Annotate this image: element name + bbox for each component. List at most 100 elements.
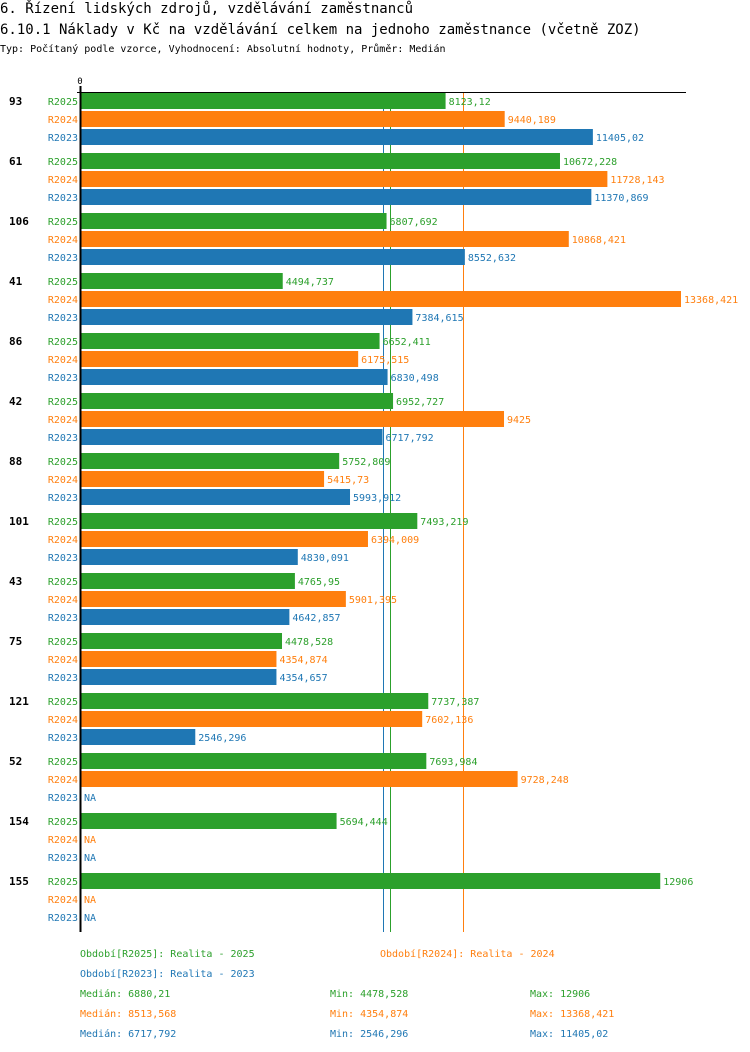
data-label: 7737,387 [431, 697, 479, 708]
data-label: 4830,091 [301, 553, 349, 564]
category-label: 41 [9, 275, 23, 288]
bar-r2025 [81, 813, 337, 829]
bar-r2023 [81, 489, 351, 505]
data-label: 9440,189 [508, 115, 556, 126]
section-title: 6. Řízení lidských zdrojů, vzdělávání za… [0, 1, 414, 17]
series-label: R2024 [48, 415, 78, 426]
data-label: 10672,228 [563, 157, 617, 168]
x-tick-label: 0 [77, 77, 82, 87]
bar-r2024 [81, 771, 518, 787]
data-label: 6807,692 [390, 217, 438, 228]
data-label: 7493,219 [420, 517, 468, 528]
series-label: R2025 [48, 577, 78, 588]
category-group: 106 R2025 6807,692 R2024 10868,421 R2023 8552,… [9, 213, 626, 265]
bar-r2025 [81, 453, 340, 469]
category-group: 43 R2025 4765,95 R2024 5901,395 R2023 4642,857 [9, 573, 397, 625]
series-label: R2024 [48, 835, 78, 846]
data-label: NA [84, 793, 96, 804]
data-label: 5415,73 [327, 475, 369, 486]
bar-r2023 [81, 609, 290, 625]
bar-r2025 [81, 573, 295, 589]
series-label: R2024 [48, 535, 78, 546]
legend-r2023: Období[R2023]: Realita - 2023 [80, 969, 255, 980]
data-label: 5694,444 [340, 817, 388, 828]
bar-r2025 [81, 693, 429, 709]
series-label: R2024 [48, 595, 78, 606]
data-label: 11728,143 [610, 175, 664, 186]
series-label: R2024 [48, 355, 78, 366]
bar-r2025 [81, 873, 661, 889]
series-label: R2025 [48, 517, 78, 528]
data-label: 7693,984 [429, 757, 477, 768]
data-label: NA [84, 913, 96, 924]
series-label: R2023 [48, 313, 78, 324]
bar-r2024 [81, 591, 346, 607]
category-label: 121 [9, 695, 29, 708]
category-group: 61 R2025 10672,228 R2024 11728,143 R2023 11370… [9, 153, 665, 205]
bar-r2024 [81, 291, 681, 307]
bar-r2023 [81, 729, 196, 745]
category-group: 101 R2025 7493,219 R2024 6394,009 R2023 4830,0… [9, 513, 468, 565]
series-label: R2025 [48, 97, 78, 108]
median-r2025: Medián: 6880,21 [80, 989, 171, 1000]
data-label: 4765,95 [298, 577, 340, 588]
data-label: 11370,869 [594, 193, 648, 204]
category-group: 155 R2025 12906 R2024 NA R2023 NA [9, 873, 693, 924]
category-label: 86 [9, 335, 23, 348]
data-label: 5993,912 [353, 493, 401, 504]
category-group: 88 R2025 5752,809 R2024 5415,73 R2023 5993,912 [9, 453, 401, 505]
category-group: 154 R2025 5694,444 R2024 NA R2023 NA [9, 813, 388, 864]
bar-r2023 [81, 189, 592, 205]
series-label: R2024 [48, 715, 78, 726]
data-label: 4354,874 [279, 655, 327, 666]
bar-r2024 [81, 531, 368, 547]
bar-r2023 [81, 249, 465, 265]
category-label: 106 [9, 215, 29, 228]
bar-r2024 [81, 231, 569, 247]
category-label: 75 [9, 635, 22, 648]
max-r2025: Max: 12906 [530, 989, 591, 1000]
category-group: 42 R2025 6952,727 R2024 9425 R2023 6717,792 [9, 393, 531, 445]
data-label: 4642,857 [292, 613, 340, 624]
bar-r2024 [81, 111, 505, 127]
data-label: 6830,498 [391, 373, 439, 384]
max-r2023: Max: 11405,02 [530, 1029, 609, 1040]
category-group: 75 R2025 4478,528 R2024 4354,874 R2023 4354,65… [9, 633, 333, 685]
category-label: 154 [9, 815, 29, 828]
data-label: NA [84, 853, 96, 864]
data-label: 8552,632 [468, 253, 516, 264]
bar-r2025 [81, 393, 394, 409]
data-label: 6394,009 [371, 535, 419, 546]
series-label: R2023 [48, 673, 78, 684]
category-group: 93 R2025 8123,12 R2024 9440,189 R2023 11405,02 [9, 93, 644, 145]
data-label: 11405,02 [596, 133, 644, 144]
data-label: 5752,809 [342, 457, 390, 468]
data-label: 7602,136 [425, 715, 473, 726]
category-label: 61 [9, 155, 23, 168]
series-label: R2025 [48, 697, 78, 708]
bar-r2023 [81, 129, 593, 145]
data-label: 6175,515 [361, 355, 409, 366]
data-label: 10868,421 [572, 235, 626, 246]
category-group: 41 R2025 4494,737 R2024 13368,421 R2023 7384,6… [9, 273, 738, 325]
series-label: R2023 [48, 253, 78, 264]
bar-r2023 [81, 549, 298, 565]
min-r2023: Min: 2546,296 [330, 1029, 409, 1040]
bar-r2024 [81, 351, 359, 367]
data-label: NA [84, 835, 96, 846]
data-label: 4478,528 [285, 637, 333, 648]
series-label: R2024 [48, 775, 78, 786]
category-label: 93 [9, 95, 22, 108]
category-label: 42 [9, 395, 22, 408]
data-label: 6952,727 [396, 397, 444, 408]
series-label: R2025 [48, 217, 78, 228]
bar-r2025 [81, 213, 387, 229]
chart-description: Typ: Počítaný podle vzorce, Vyhodnocení:… [0, 44, 446, 55]
data-label: 12906 [663, 877, 693, 888]
bar-r2025 [81, 153, 560, 169]
series-label: R2023 [48, 853, 78, 864]
data-label: 9728,248 [521, 775, 569, 786]
series-label: R2024 [48, 175, 78, 186]
bar-chart: 93 R2025 8123,12 R2024 9440,189 R2023 11405,02… [9, 77, 738, 932]
bar-r2024 [81, 711, 423, 727]
